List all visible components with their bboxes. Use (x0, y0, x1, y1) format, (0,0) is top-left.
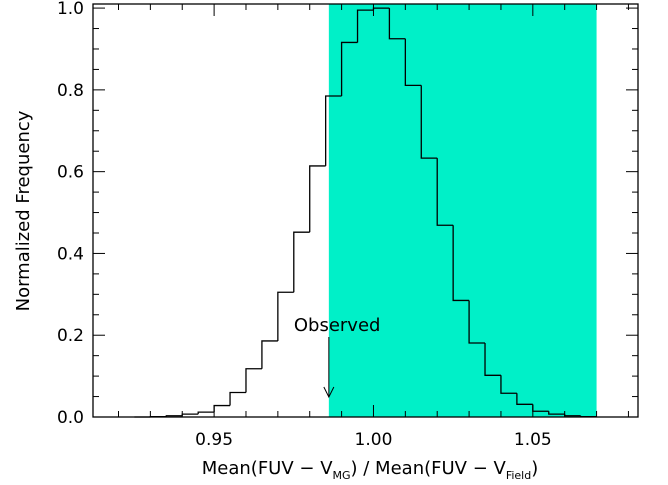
tick-marks (93, 4, 638, 418)
histogram-bin (340, 41, 358, 97)
histogram-bin (468, 300, 486, 344)
histogram-bin (516, 393, 533, 405)
y-tick-label: 0.6 (57, 163, 84, 183)
plot-frame (92, 3, 639, 418)
y-axis-label: Normalized Frequency (13, 110, 34, 311)
histogram-bin (436, 158, 454, 226)
axes-frame (92, 3, 639, 418)
y-tick-label: 0.8 (57, 81, 84, 101)
histogram-bin (388, 8, 406, 40)
histogram-bin (420, 85, 438, 159)
x-tick-label: 1.00 (355, 430, 393, 450)
histogram-bin (197, 411, 215, 415)
histogram-bin (484, 342, 501, 376)
y-tick-label: 0.4 (57, 244, 84, 264)
observed-annotation: Observed (294, 315, 381, 399)
histogram-bin (293, 231, 310, 293)
y-tick-label: 0.2 (57, 326, 84, 346)
histogram-bin (452, 225, 470, 302)
histogram-bin (548, 411, 565, 415)
x-tick-label: 1.05 (514, 430, 552, 450)
histogram-bin (261, 340, 278, 369)
histogram-bin (245, 368, 262, 393)
histogram-bin (165, 415, 183, 417)
histogram-bin (309, 165, 326, 233)
y-tick-label: 0.0 (57, 408, 84, 428)
histogram-bin (213, 404, 231, 413)
histogram-bin (500, 375, 517, 394)
histogram-bin (229, 391, 246, 406)
x-tick-label: 0.95 (195, 430, 233, 450)
x-axis-label: Mean(FUV − VMG) / Mean(FUV − VField) (202, 458, 538, 482)
histogram-bin (356, 9, 374, 43)
y-tick-label: 1.0 (57, 0, 84, 19)
tick-labels: 0.95 1.00 1.05 0.0 0.2 0.4 0.6 0.8 1.0 (57, 0, 552, 450)
confidence-band-layer (328, 4, 597, 417)
histogram-bin (277, 291, 294, 341)
observed-label: Observed (294, 315, 381, 336)
shaded-band (328, 4, 597, 417)
histogram-bin (404, 38, 422, 87)
histogram-bin (325, 95, 342, 166)
histogram-bin (181, 413, 199, 416)
observed-arrow-head (323, 386, 335, 399)
